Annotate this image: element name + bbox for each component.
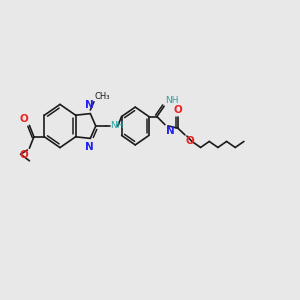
Text: O: O — [20, 114, 28, 124]
Text: NH: NH — [110, 122, 124, 130]
Text: O: O — [186, 136, 195, 146]
Text: O: O — [174, 105, 182, 115]
Text: N: N — [166, 126, 175, 136]
Text: NH: NH — [165, 96, 179, 105]
Text: N: N — [85, 100, 94, 110]
Text: CH₃: CH₃ — [95, 92, 110, 100]
Text: N: N — [85, 142, 94, 152]
Text: O: O — [20, 150, 28, 160]
